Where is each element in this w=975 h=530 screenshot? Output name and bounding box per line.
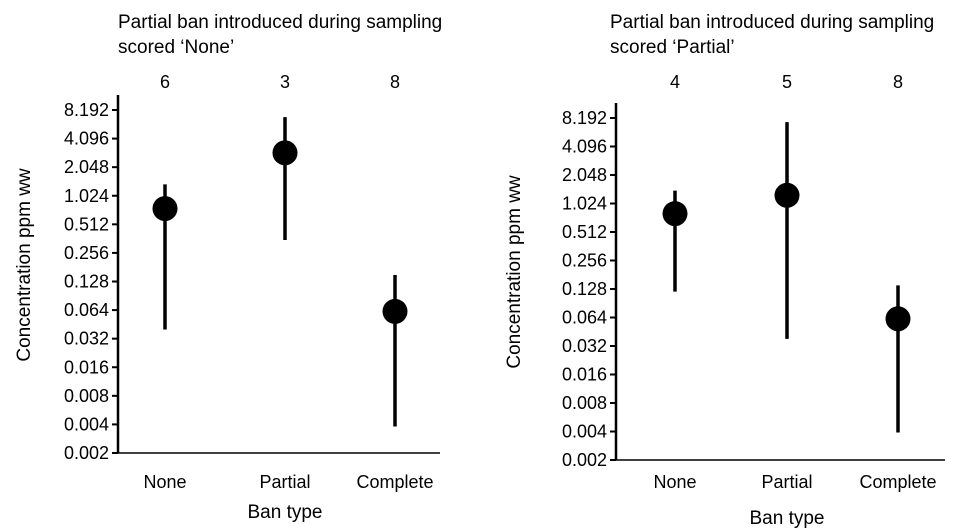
x-axis-label: Ban type bbox=[750, 508, 825, 529]
chart-title-line-2: scored ‘None’ bbox=[118, 37, 235, 58]
y-tick-label: 0.512 bbox=[562, 222, 607, 242]
y-tick-label: 0.128 bbox=[562, 279, 607, 299]
x-tick-label: None bbox=[653, 472, 696, 492]
y-tick-label: 0.128 bbox=[64, 272, 109, 292]
chart-title: Partial ban introduced during sampling s… bbox=[118, 10, 442, 60]
sample-count-label: 6 bbox=[160, 72, 170, 92]
y-tick-label: 1.024 bbox=[64, 186, 109, 206]
y-tick-label: 0.256 bbox=[64, 243, 109, 263]
x-axis-label: Ban type bbox=[248, 502, 323, 523]
chart-plot-right: 0.002 0.004 0.008 0.016 0.032 0.064 0.128 0.256… bbox=[504, 72, 945, 529]
y-tick-label: 0.032 bbox=[64, 329, 109, 349]
y-tick-label: 0.064 bbox=[562, 308, 607, 328]
sample-count-label: 8 bbox=[390, 72, 400, 92]
y-tick-label: 0.004 bbox=[64, 414, 109, 434]
y-tick-label: 0.002 bbox=[64, 443, 109, 463]
x-tick-label: None bbox=[143, 472, 186, 492]
chart-title-line-2: scored ‘Partial’ bbox=[610, 37, 735, 58]
chart-panel-left: Partial ban introduced during sampling s… bbox=[14, 10, 442, 523]
y-axis-label: Concentration ppm ww bbox=[504, 175, 525, 369]
y-tick-label: 8.192 bbox=[64, 100, 109, 120]
sample-count-label: 3 bbox=[280, 72, 290, 92]
chart-title-line-1: Partial ban introduced during sampling bbox=[610, 12, 935, 33]
y-tick-label: 8.192 bbox=[562, 108, 607, 128]
y-tick-label: 0.002 bbox=[562, 450, 607, 470]
x-tick-label: Partial bbox=[259, 472, 310, 492]
y-tick-label: 2.048 bbox=[64, 157, 109, 177]
data-point bbox=[774, 182, 800, 208]
data-point bbox=[382, 298, 408, 324]
y-tick-label: 2.048 bbox=[562, 165, 607, 185]
sample-count-label: 5 bbox=[782, 72, 792, 92]
y-tick-label: 4.096 bbox=[64, 129, 109, 149]
y-tick-label: 0.004 bbox=[562, 422, 607, 442]
y-tick-label: 0.008 bbox=[64, 386, 109, 406]
y-tick-label: 4.096 bbox=[562, 137, 607, 157]
y-tick-label: 0.016 bbox=[64, 357, 109, 377]
x-tick-label: Complete bbox=[356, 472, 433, 492]
y-tick-label: 0.256 bbox=[562, 251, 607, 271]
sample-count-label: 4 bbox=[670, 72, 680, 92]
y-tick-label: 0.032 bbox=[562, 336, 607, 356]
data-point bbox=[272, 140, 298, 166]
chart-title-line-1: Partial ban introduced during sampling bbox=[118, 12, 443, 33]
y-tick-label: 0.064 bbox=[64, 300, 109, 320]
chart-plot-left: 0.002 0.004 0.008 0.016 0.032 0.064 0.128 0.256… bbox=[14, 72, 440, 523]
y-tick-label: 1.024 bbox=[562, 194, 607, 214]
sample-count-label: 8 bbox=[893, 72, 903, 92]
y-tick-label: 0.512 bbox=[64, 214, 109, 234]
y-tick-label: 0.016 bbox=[562, 365, 607, 385]
chart-panel-right: Partial ban introduced during sampling s… bbox=[490, 0, 975, 530]
data-point bbox=[885, 306, 911, 332]
y-axis-label: Concentration ppm ww bbox=[14, 168, 35, 362]
data-point bbox=[662, 201, 688, 227]
y-tick-label: 0.008 bbox=[562, 393, 607, 413]
x-tick-label: Complete bbox=[859, 472, 936, 492]
chart-title: Partial ban introduced during sampling s… bbox=[610, 10, 934, 60]
x-tick-label: Partial bbox=[761, 472, 812, 492]
data-point bbox=[152, 196, 178, 222]
